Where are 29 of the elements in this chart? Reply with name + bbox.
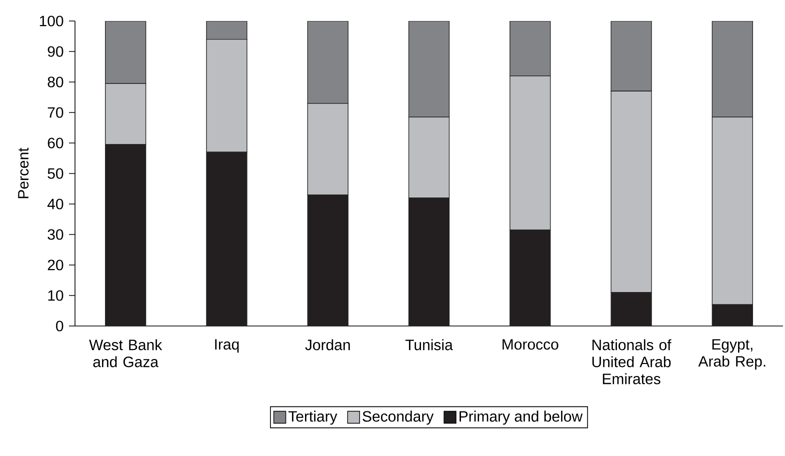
- y-tick-label: 20: [48, 260, 64, 270]
- y-tick-label: 90: [48, 46, 64, 57]
- legend-label: Primary and below: [460, 410, 583, 425]
- y-tick-label: 30: [48, 229, 64, 240]
- x-tick-label: Nationals of United Arab Emirates: [592, 339, 672, 384]
- x-tick-label: Egypt, Arab Rep.: [698, 339, 766, 370]
- y-tick-label: 60: [48, 138, 64, 148]
- y-tick-label: 70: [48, 107, 64, 118]
- bar: [307, 20, 348, 104]
- legend-label: Tertiary: [288, 410, 338, 425]
- y-tick-label: 40: [47, 198, 64, 210]
- bar: [712, 20, 754, 118]
- bar: [206, 20, 248, 40]
- x-tick-label: Jordan: [305, 339, 350, 350]
- x-tick-label: Morocco: [502, 339, 558, 350]
- x-tick-label: West Bank and Gaza: [89, 339, 162, 368]
- bar: [510, 20, 551, 76]
- y-tick-label: 0: [56, 320, 64, 332]
- legend-label: Secondary: [362, 410, 434, 425]
- y-tick-label: 80: [48, 76, 64, 88]
- bar: [408, 20, 450, 118]
- y-tick-label: 10: [48, 290, 64, 301]
- x-tick-label: Tunisia: [405, 339, 453, 350]
- y-tick-label: 100: [40, 16, 64, 26]
- y-tick-label: 50: [48, 168, 64, 179]
- y-axis-title: Percent: [18, 148, 29, 198]
- x-tick-label: Iraq: [215, 339, 239, 353]
- bar: [104, 20, 146, 84]
- bar: [610, 20, 652, 92]
